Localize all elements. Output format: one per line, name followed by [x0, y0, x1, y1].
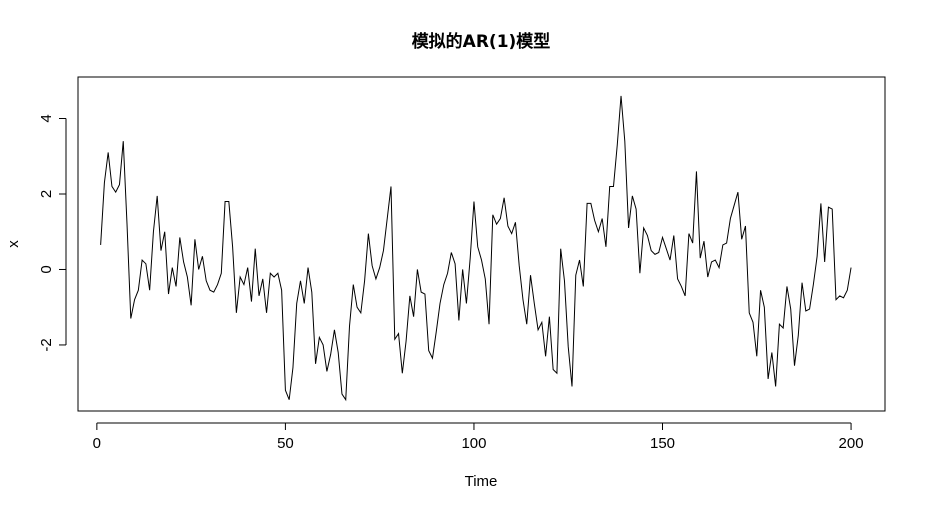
x-axis: 0 50 100 150 200: [93, 422, 864, 452]
x-tick-label: 0: [93, 435, 101, 452]
plot-frame: [77, 76, 886, 412]
x-tick-label: 100: [461, 435, 486, 452]
x-axis-label: Time: [465, 473, 498, 490]
x-tick-label: 200: [839, 435, 864, 452]
y-tick-label: -2: [38, 338, 55, 351]
x-tick-label: 50: [277, 435, 294, 452]
y-tick-label: 4: [38, 114, 55, 122]
series-line: [100, 95, 852, 402]
x-tick-label: 150: [650, 435, 675, 452]
y-tick-label: 0: [38, 265, 55, 273]
y-tick-label: 2: [38, 190, 55, 198]
y-axis: -2 0 2 4: [38, 114, 67, 352]
chart-title: 模拟的AR(1)模型: [412, 31, 551, 52]
y-axis-label: x: [5, 240, 22, 248]
